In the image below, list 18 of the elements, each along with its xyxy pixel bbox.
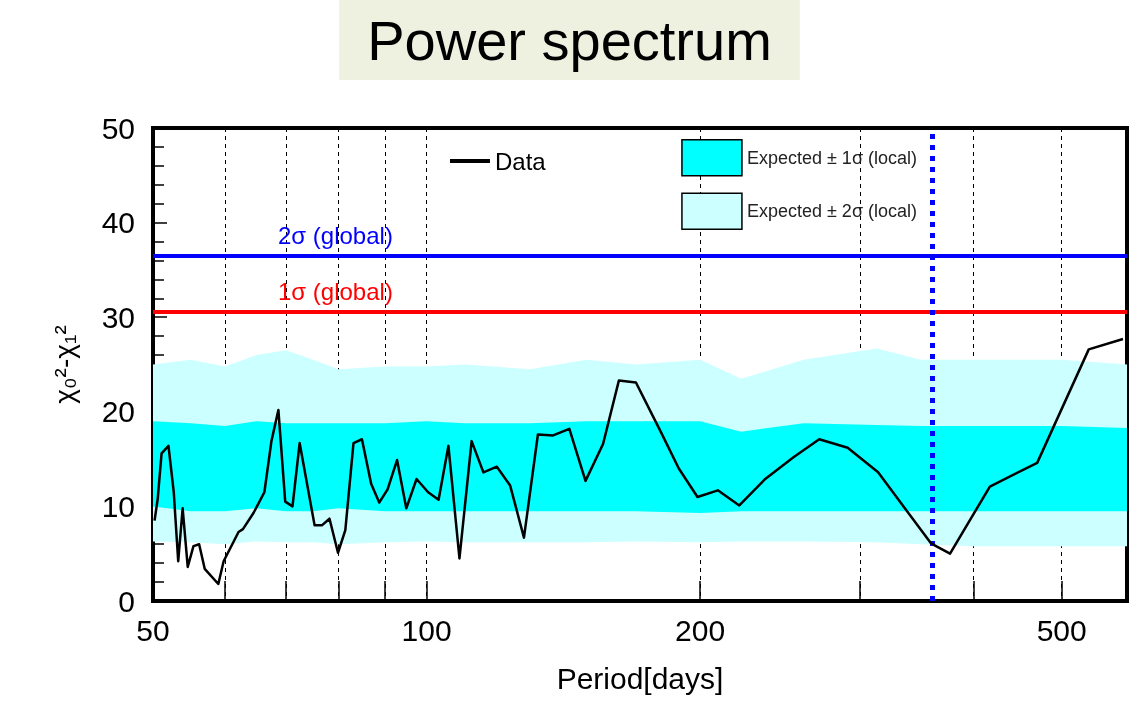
- x-tick-label: 50: [136, 613, 170, 647]
- y-tick-label: 20: [101, 395, 135, 429]
- x-axis-title: Period[days]: [556, 661, 724, 695]
- x-tick-label: 500: [1036, 613, 1087, 647]
- ref-line-label: 2σ (global): [278, 222, 393, 250]
- y-tick-label: 0: [118, 584, 135, 618]
- legend-label: Expected ± 2σ (local): [746, 201, 917, 222]
- ref-line-label: 1σ (global): [278, 278, 393, 306]
- y-axis-title: χ₀²-χ₁²: [48, 325, 80, 404]
- y-tick-label: 50: [101, 111, 135, 145]
- y-tick-label: 40: [101, 206, 135, 240]
- x-tick-label: 100: [401, 613, 452, 647]
- legend-label: Expected ± 1σ (local): [746, 147, 917, 168]
- y-tick-label: 30: [101, 300, 135, 334]
- legend-label: Data: [495, 147, 547, 175]
- x-tick-label: 200: [675, 613, 726, 647]
- y-tick-label: 10: [101, 489, 135, 523]
- chart-title: Power spectrum: [367, 8, 772, 72]
